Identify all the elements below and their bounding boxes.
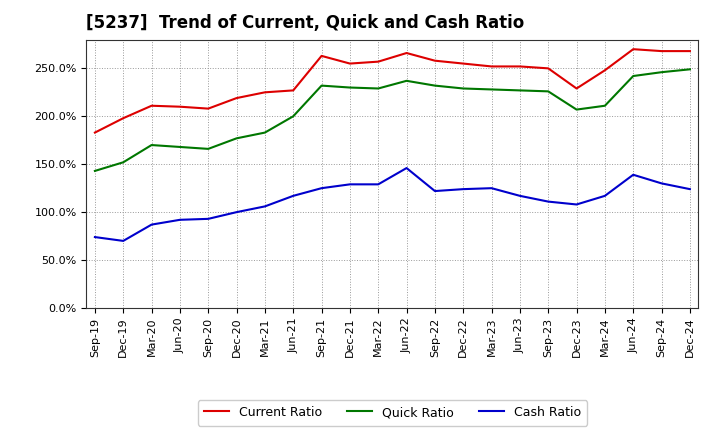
Quick Ratio <box>176 144 184 150</box>
Cash Ratio <box>487 186 496 191</box>
Current Ratio <box>600 68 609 73</box>
Cash Ratio <box>318 186 326 191</box>
Cash Ratio <box>119 238 127 244</box>
Quick Ratio <box>289 114 297 119</box>
Quick Ratio <box>685 67 694 72</box>
Current Ratio <box>148 103 156 108</box>
Current Ratio <box>261 90 269 95</box>
Quick Ratio <box>572 107 581 112</box>
Cash Ratio <box>176 217 184 223</box>
Quick Ratio <box>91 168 99 173</box>
Cash Ratio <box>629 172 637 177</box>
Current Ratio <box>544 66 552 71</box>
Cash Ratio <box>544 199 552 204</box>
Quick Ratio <box>487 87 496 92</box>
Current Ratio <box>374 59 382 64</box>
Current Ratio <box>657 48 666 54</box>
Line: Quick Ratio: Quick Ratio <box>95 70 690 171</box>
Current Ratio <box>685 48 694 54</box>
Cash Ratio <box>572 202 581 207</box>
Cash Ratio <box>91 235 99 240</box>
Quick Ratio <box>544 89 552 94</box>
Line: Cash Ratio: Cash Ratio <box>95 168 690 241</box>
Current Ratio <box>431 58 439 63</box>
Current Ratio <box>318 53 326 59</box>
Quick Ratio <box>629 73 637 79</box>
Cash Ratio <box>233 209 241 215</box>
Current Ratio <box>572 86 581 91</box>
Current Ratio <box>119 116 127 121</box>
Line: Current Ratio: Current Ratio <box>95 49 690 132</box>
Current Ratio <box>402 50 411 55</box>
Current Ratio <box>516 64 524 69</box>
Cash Ratio <box>148 222 156 227</box>
Current Ratio <box>176 104 184 109</box>
Text: [5237]  Trend of Current, Quick and Cash Ratio: [5237] Trend of Current, Quick and Cash … <box>86 15 525 33</box>
Cash Ratio <box>600 193 609 198</box>
Cash Ratio <box>685 187 694 192</box>
Cash Ratio <box>289 193 297 198</box>
Quick Ratio <box>374 86 382 91</box>
Current Ratio <box>204 106 212 111</box>
Quick Ratio <box>657 70 666 75</box>
Quick Ratio <box>431 83 439 88</box>
Cash Ratio <box>374 182 382 187</box>
Current Ratio <box>233 95 241 101</box>
Quick Ratio <box>318 83 326 88</box>
Quick Ratio <box>204 146 212 151</box>
Cash Ratio <box>261 204 269 209</box>
Current Ratio <box>629 47 637 52</box>
Cash Ratio <box>516 193 524 198</box>
Quick Ratio <box>148 143 156 148</box>
Quick Ratio <box>459 86 467 91</box>
Current Ratio <box>487 64 496 69</box>
Quick Ratio <box>119 160 127 165</box>
Current Ratio <box>91 130 99 135</box>
Current Ratio <box>289 88 297 93</box>
Cash Ratio <box>346 182 354 187</box>
Quick Ratio <box>261 130 269 135</box>
Quick Ratio <box>600 103 609 108</box>
Cash Ratio <box>402 165 411 171</box>
Quick Ratio <box>233 136 241 141</box>
Cash Ratio <box>431 188 439 194</box>
Quick Ratio <box>516 88 524 93</box>
Quick Ratio <box>346 85 354 90</box>
Current Ratio <box>346 61 354 66</box>
Cash Ratio <box>459 187 467 192</box>
Cash Ratio <box>204 216 212 221</box>
Quick Ratio <box>402 78 411 84</box>
Cash Ratio <box>657 181 666 186</box>
Legend: Current Ratio, Quick Ratio, Cash Ratio: Current Ratio, Quick Ratio, Cash Ratio <box>198 400 587 425</box>
Current Ratio <box>459 61 467 66</box>
